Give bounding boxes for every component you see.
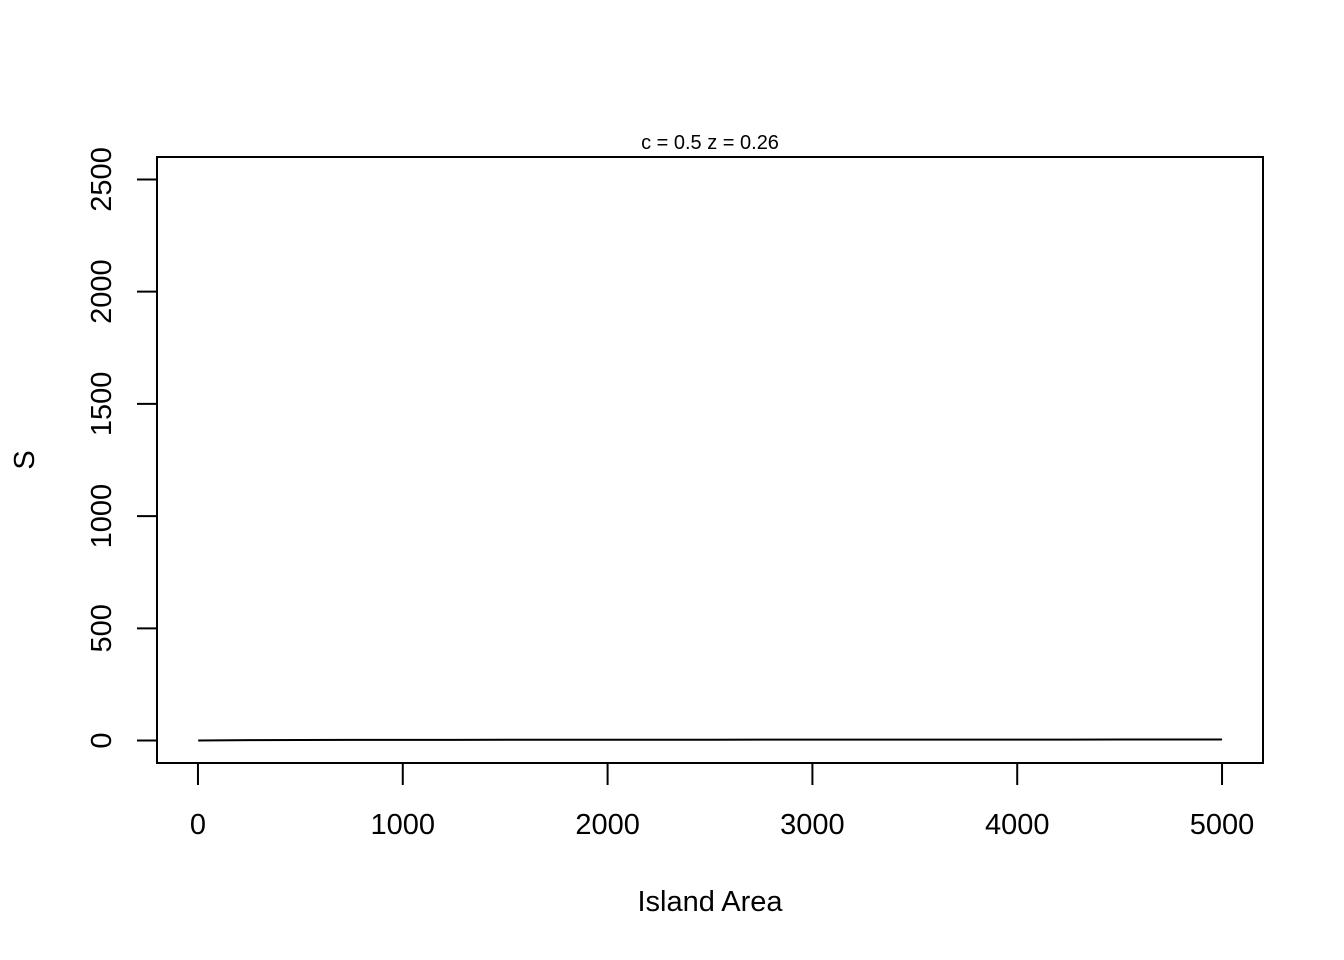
chart-title: c = 0.5 z = 0.26 <box>641 132 779 154</box>
x-tick-label: 2000 <box>575 809 640 841</box>
x-axis: 0 1000 2000 3000 4000 5000 <box>190 762 1255 841</box>
y-tick-label: 500 <box>86 604 118 652</box>
y-tick-label: 2500 <box>86 147 118 212</box>
y-axis-title: S <box>9 450 41 469</box>
series-line <box>198 738 1223 742</box>
y-tick-label: 1500 <box>86 372 118 437</box>
x-tick-label: 5000 <box>1190 809 1255 841</box>
x-tick-label: 3000 <box>780 809 845 841</box>
y-tick-label: 2000 <box>86 259 118 324</box>
x-tick-label: 4000 <box>985 809 1050 841</box>
y-tick-label: 1000 <box>86 484 118 549</box>
y-axis: 0 500 1000 1500 2000 2500 <box>86 147 158 749</box>
y-tick-label: 0 <box>86 732 118 748</box>
x-axis-title: Island Area <box>637 886 783 918</box>
x-tick-label: 0 <box>190 809 206 841</box>
series-layer <box>198 738 1223 742</box>
x-tick-label: 1000 <box>371 809 436 841</box>
